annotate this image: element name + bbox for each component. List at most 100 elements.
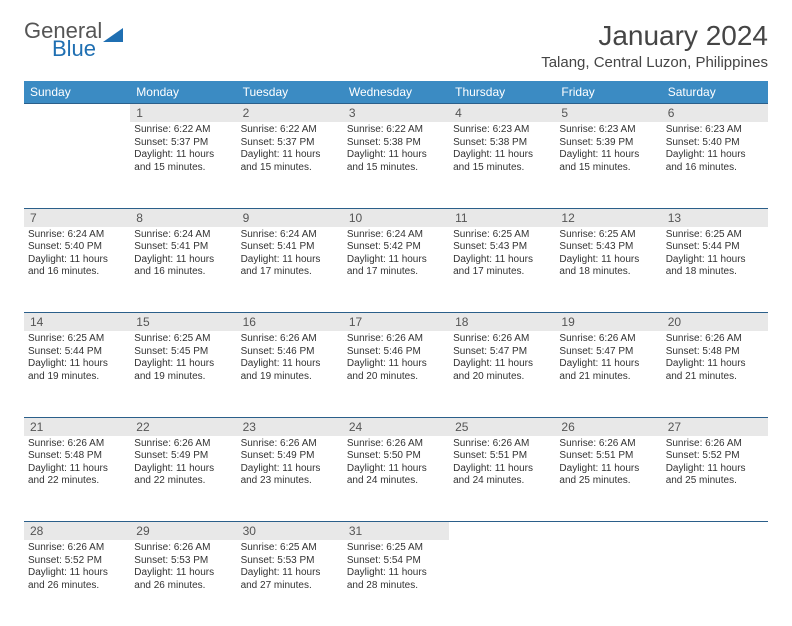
day-detail-line: Sunrise: 6:26 AM [347, 438, 445, 451]
location: Talang, Central Luzon, Philippines [541, 54, 768, 71]
day-number: 25 [449, 417, 555, 436]
day-number: 4 [449, 104, 555, 123]
day-cell: Sunrise: 6:26 AMSunset: 5:46 PMDaylight:… [343, 331, 449, 417]
day-number-row: 123456 [24, 104, 768, 123]
day-detail-line: Sunrise: 6:24 AM [347, 229, 445, 242]
day-detail-line: Sunset: 5:44 PM [28, 346, 126, 359]
day-detail-line: and 20 minutes. [347, 371, 445, 384]
day-detail-line: Sunset: 5:50 PM [347, 450, 445, 463]
day-number: 17 [343, 313, 449, 332]
day-detail-line: Sunset: 5:53 PM [134, 555, 232, 568]
day-detail-line: Daylight: 11 hours [453, 358, 551, 371]
day-detail-line: and 16 minutes. [134, 266, 232, 279]
weekday-header-row: Sunday Monday Tuesday Wednesday Thursday… [24, 81, 768, 104]
day-detail-line: and 18 minutes. [666, 266, 764, 279]
day-detail-line: Sunrise: 6:25 AM [241, 542, 339, 555]
day-number-row: 78910111213 [24, 208, 768, 227]
day-cell: Sunrise: 6:22 AMSunset: 5:37 PMDaylight:… [130, 122, 236, 208]
day-number: 1 [130, 104, 236, 123]
day-detail-line: Sunset: 5:47 PM [453, 346, 551, 359]
day-detail-line: Daylight: 11 hours [241, 567, 339, 580]
day-number: 16 [237, 313, 343, 332]
day-detail-line: and 19 minutes. [241, 371, 339, 384]
day-number: 9 [237, 208, 343, 227]
day-detail-line: Daylight: 11 hours [134, 463, 232, 476]
day-detail-line: Sunrise: 6:22 AM [241, 124, 339, 137]
day-cell: Sunrise: 6:26 AMSunset: 5:48 PMDaylight:… [662, 331, 768, 417]
day-detail-line: and 21 minutes. [559, 371, 657, 384]
day-detail-line: and 24 minutes. [453, 475, 551, 488]
day-detail-line: Daylight: 11 hours [666, 149, 764, 162]
day-detail-line: Sunrise: 6:26 AM [559, 333, 657, 346]
day-detail-line: Sunrise: 6:26 AM [453, 438, 551, 451]
day-detail-line: Daylight: 11 hours [559, 254, 657, 267]
day-detail-line: Daylight: 11 hours [666, 463, 764, 476]
logo-text-blue: Blue [52, 38, 96, 60]
day-detail-line: Sunrise: 6:24 AM [28, 229, 126, 242]
day-detail-line: Daylight: 11 hours [134, 358, 232, 371]
day-detail-line: Sunset: 5:46 PM [241, 346, 339, 359]
day-detail-line: Sunrise: 6:25 AM [666, 229, 764, 242]
day-content-row: Sunrise: 6:26 AM Sunset: 5:52 PM Daylight:… [24, 540, 768, 626]
day-detail-line: Sunrise: 6:26 AM [666, 438, 764, 451]
day-detail-line: Sunrise: 6:26 AM [241, 438, 339, 451]
day-number-row: 21222324252627 [24, 417, 768, 436]
day-detail-line: Daylight: 11 hours [453, 463, 551, 476]
day-detail-line: Sunset: 5:45 PM [134, 346, 232, 359]
day-details: Sunrise: 6:24 AMSunset: 5:41 PMDaylight:… [134, 229, 232, 279]
day-detail-line: Sunrise: 6:26 AM [134, 542, 232, 555]
day-detail-line: and 15 minutes. [559, 162, 657, 175]
day-number: 10 [343, 208, 449, 227]
day-details: Sunrise: 6:23 AMSunset: 5:40 PMDaylight:… [666, 124, 764, 174]
day-cell: Sunrise: 6:25 AMSunset: 5:44 PMDaylight:… [662, 227, 768, 313]
day-detail-line: Sunset: 5:38 PM [347, 137, 445, 150]
day-detail-line: and 16 minutes. [666, 162, 764, 175]
day-cell: Sunrise: 6:25 AMSunset: 5:44 PMDaylight:… [24, 331, 130, 417]
day-details: Sunrise: 6:26 AMSunset: 5:52 PMDaylight:… [28, 542, 126, 592]
day-details: Sunrise: 6:26 AMSunset: 5:49 PMDaylight:… [241, 438, 339, 488]
day-number: 12 [555, 208, 661, 227]
day-detail-line: and 27 minutes. [241, 580, 339, 593]
day-number: 27 [662, 417, 768, 436]
day-detail-line: Daylight: 11 hours [134, 254, 232, 267]
day-detail-line: Sunrise: 6:22 AM [134, 124, 232, 137]
day-number: 31 [343, 522, 449, 541]
day-details: Sunrise: 6:26 AMSunset: 5:47 PMDaylight:… [559, 333, 657, 383]
weekday-header: Saturday [662, 81, 768, 104]
weekday-header: Tuesday [237, 81, 343, 104]
day-number [555, 522, 661, 541]
day-number-row: 28293031 [24, 522, 768, 541]
day-detail-line: Sunset: 5:49 PM [241, 450, 339, 463]
day-detail-line: Sunset: 5:46 PM [347, 346, 445, 359]
day-cell: Sunrise: 6:24 AMSunset: 5:41 PMDaylight:… [237, 227, 343, 313]
day-cell: Sunrise: 6:22 AMSunset: 5:38 PMDaylight:… [343, 122, 449, 208]
day-number: 15 [130, 313, 236, 332]
day-cell: Sunrise: 6:23 AMSunset: 5:39 PMDaylight:… [555, 122, 661, 208]
day-detail-line: Daylight: 11 hours [134, 567, 232, 580]
day-detail-line: Sunset: 5:51 PM [453, 450, 551, 463]
day-detail-line: Sunset: 5:52 PM [28, 555, 126, 568]
day-cell: Sunrise: 6:26 AMSunset: 5:49 PMDaylight:… [237, 436, 343, 522]
day-detail-line: Sunset: 5:37 PM [134, 137, 232, 150]
day-detail-line: Sunset: 5:51 PM [559, 450, 657, 463]
day-detail-line: Sunset: 5:38 PM [453, 137, 551, 150]
day-detail-line: and 25 minutes. [559, 475, 657, 488]
day-content-row: Sunrise: 6:24 AMSunset: 5:40 PMDaylight:… [24, 227, 768, 313]
day-number: 29 [130, 522, 236, 541]
day-detail-line: and 25 minutes. [666, 475, 764, 488]
day-cell: Sunrise: 6:25 AMSunset: 5:54 PMDaylight:… [343, 540, 449, 626]
day-detail-line: Sunset: 5:54 PM [347, 555, 445, 568]
day-details: Sunrise: 6:25 AMSunset: 5:43 PMDaylight:… [559, 229, 657, 279]
day-detail-line: Sunrise: 6:26 AM [28, 438, 126, 451]
day-detail-line: Daylight: 11 hours [666, 254, 764, 267]
day-detail-line: Daylight: 11 hours [347, 254, 445, 267]
day-cell: Sunrise: 6:26 AMSunset: 5:51 PMDaylight:… [555, 436, 661, 522]
day-number: 18 [449, 313, 555, 332]
day-detail-line: Sunset: 5:37 PM [241, 137, 339, 150]
day-cell: Sunrise: 6:24 AMSunset: 5:42 PMDaylight:… [343, 227, 449, 313]
day-detail-line: Daylight: 11 hours [559, 358, 657, 371]
day-details: Sunrise: 6:25 AMSunset: 5:44 PMDaylight:… [28, 333, 126, 383]
day-detail-line: Sunrise: 6:26 AM [241, 333, 339, 346]
day-number: 22 [130, 417, 236, 436]
day-number: 5 [555, 104, 661, 123]
